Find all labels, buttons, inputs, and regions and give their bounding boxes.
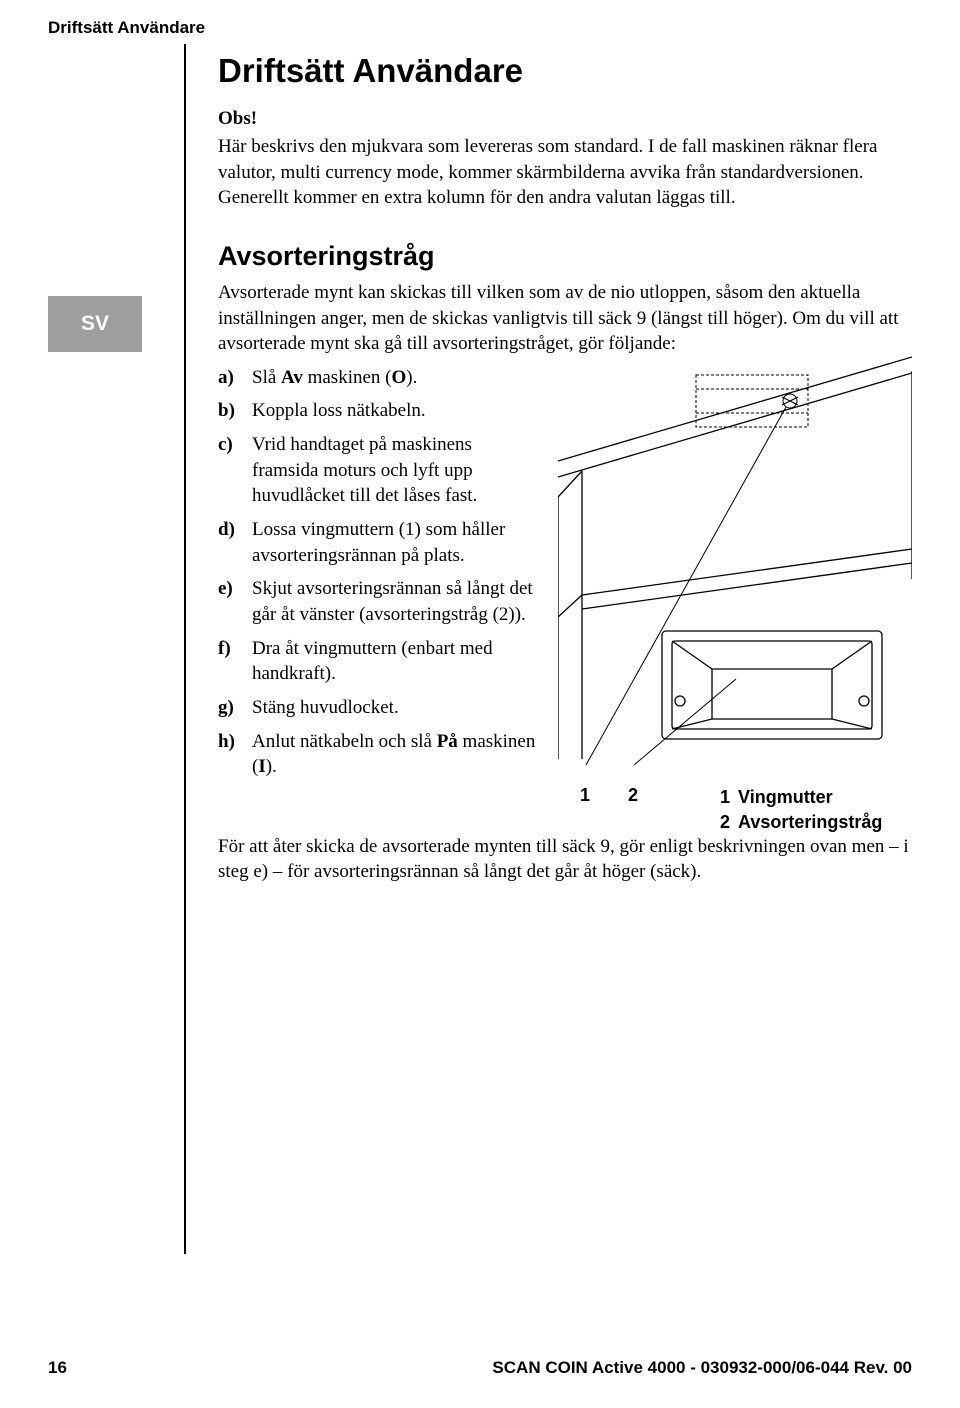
legend-num: 1: [720, 785, 730, 810]
list-section: a) Slå Av maskinen (O). b) Koppla loss n…: [218, 365, 912, 788]
list-label: d): [218, 517, 252, 568]
obs-label: Obs!: [218, 108, 912, 130]
list-item-d: d) Lossa vingmuttern (1) som håller avso…: [218, 517, 542, 568]
list-text: Anlut nätkabeln och slå På maskinen (I).: [252, 729, 542, 780]
list-label: g): [218, 695, 252, 721]
list-item-e: e) Skjut avsorteringsrännan så långt det…: [218, 576, 542, 627]
list-text: Lossa vingmuttern (1) som håller avsorte…: [252, 517, 542, 568]
list-item-g: g) Stäng huvudlocket.: [218, 695, 542, 721]
legend-row-1: 1 Vingmutter: [720, 785, 882, 810]
section-intro: Avsorterade mynt kan skickas till vilken…: [218, 280, 912, 357]
vertical-divider: [184, 44, 186, 1254]
list-text: Stäng huvudlocket.: [252, 695, 542, 721]
legend-text: Vingmutter: [738, 785, 833, 810]
list-label: h): [218, 729, 252, 780]
legend-text: Avsorteringstråg: [738, 810, 882, 835]
list-item-f: f) Dra åt vingmuttern (enbart med handkr…: [218, 636, 542, 687]
diagram-callout-1: 1: [580, 785, 590, 806]
list-item-a: a) Slå Av maskinen (O).: [218, 365, 542, 391]
section-title: Avsorteringstråg: [218, 241, 912, 272]
content-area: Driftsätt Användare Obs! Här beskrivs de…: [218, 52, 912, 885]
page-number: 16: [48, 1358, 67, 1378]
list-text: Vrid handtaget på maskinens framsida mot…: [252, 432, 542, 509]
list-text: Koppla loss nätkabeln.: [252, 398, 542, 424]
list-column: a) Slå Av maskinen (O). b) Koppla loss n…: [218, 365, 542, 788]
list-label: e): [218, 576, 252, 627]
footer-document-id: SCAN COIN Active 4000 - 030932-000/06-04…: [492, 1358, 912, 1378]
legend-num: 2: [720, 810, 730, 835]
list-label: c): [218, 432, 252, 509]
legend-row-2: 2 Avsorteringstråg: [720, 810, 882, 835]
list-label: b): [218, 398, 252, 424]
page-header: Driftsätt Användare: [48, 18, 205, 38]
list-text: Slå Av maskinen (O).: [252, 365, 542, 391]
main-title: Driftsätt Användare: [218, 52, 912, 90]
language-badge: SV: [48, 296, 142, 352]
list-label: a): [218, 365, 252, 391]
diagram-legend: 1 Vingmutter 2 Avsorteringstråg: [720, 785, 882, 835]
closing-paragraph: För att åter skicka de avsorterade mynte…: [218, 834, 912, 885]
machine-diagram: [558, 349, 912, 779]
list-text: Dra åt vingmuttern (enbart med handkraft…: [252, 636, 542, 687]
list-item-h: h) Anlut nätkabeln och slå På maskinen (…: [218, 729, 542, 780]
intro-paragraph: Här beskrivs den mjukvara som levereras …: [218, 134, 912, 211]
diagram-callout-2: 2: [628, 785, 638, 806]
list-item-b: b) Koppla loss nätkabeln.: [218, 398, 542, 424]
list-text: Skjut avsorteringsrännan så långt det gå…: [252, 576, 542, 627]
list-label: f): [218, 636, 252, 687]
list-item-c: c) Vrid handtaget på maskinens framsida …: [218, 432, 542, 509]
